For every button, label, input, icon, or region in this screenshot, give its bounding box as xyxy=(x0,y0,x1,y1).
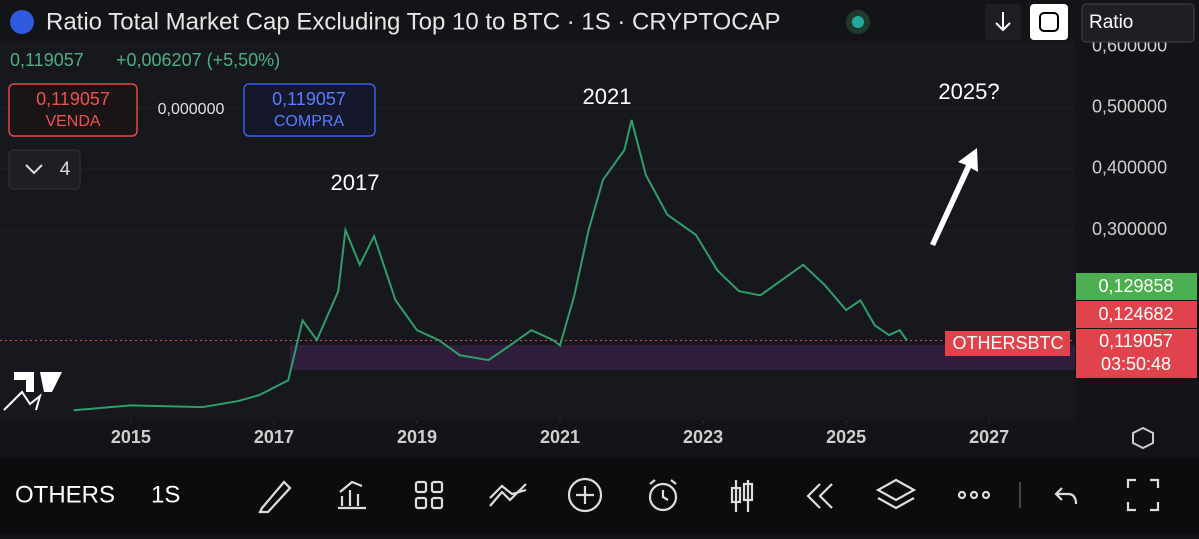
y-tick-label: 0,500000 xyxy=(1092,97,1167,117)
symbol-tag-label: OTHERSBTC xyxy=(952,333,1063,353)
alert-tool[interactable] xyxy=(648,482,678,512)
price-tag xyxy=(1076,273,1197,300)
logo xyxy=(10,10,34,34)
replay-candles[interactable] xyxy=(734,480,750,512)
y-tick-label: 0,300000 xyxy=(1092,219,1167,239)
buy-price: 0,119057 xyxy=(272,89,346,109)
undo-tool[interactable] xyxy=(1054,487,1078,505)
draw-tool[interactable] xyxy=(258,480,292,514)
more-dot xyxy=(981,490,991,500)
price-line xyxy=(73,119,908,412)
buy-label: COMPRA xyxy=(274,113,345,130)
indicators-tool[interactable] xyxy=(338,480,366,510)
price-tag-label: 0,129858 xyxy=(1098,276,1173,296)
price-tag-label: 0,124682 xyxy=(1098,304,1173,324)
interval[interactable]: 1S xyxy=(151,481,180,508)
fit-icon xyxy=(1039,12,1059,32)
x-tick-label: 2015 xyxy=(111,427,151,447)
add-tool[interactable] xyxy=(567,477,603,513)
arrow xyxy=(930,148,978,246)
title: Ratio Total Market Cap Excluding Top 10 … xyxy=(46,8,781,35)
compare-tool[interactable] xyxy=(489,483,527,507)
tv-logo-mark xyxy=(3,390,42,411)
tv-logo xyxy=(14,372,62,392)
x-tick-label: 2021 xyxy=(540,427,580,447)
x-tick-label: 2017 xyxy=(254,427,294,447)
toolbar-icons xyxy=(258,477,1160,514)
price: 0,119057 xyxy=(10,50,84,70)
more-tool[interactable] xyxy=(957,490,967,500)
layout-tool xyxy=(430,496,444,510)
chevron xyxy=(25,164,43,175)
price-tag-label: 0,119057 xyxy=(1099,331,1173,351)
annotation: 2017 xyxy=(331,170,380,195)
fullscreen-tool[interactable] xyxy=(1126,478,1160,512)
layout-tool xyxy=(430,480,444,494)
bottom-bar xyxy=(0,458,1199,534)
change: +0,006207 (+5,50%) xyxy=(116,50,280,70)
annotation: 2021 xyxy=(583,84,632,109)
layout-tool xyxy=(414,496,428,510)
countdown: 03:50:48 xyxy=(1101,354,1171,374)
add-icon xyxy=(576,486,594,504)
down-icon xyxy=(995,12,1011,32)
indicators-count: 4 xyxy=(60,159,71,180)
symbol-tag xyxy=(945,331,1070,356)
more-dot xyxy=(969,490,979,500)
scale-select[interactable] xyxy=(1081,3,1195,43)
layout-tool[interactable] xyxy=(414,480,428,494)
x-tick-label: 2023 xyxy=(683,427,723,447)
buy-button[interactable] xyxy=(243,83,376,137)
annotation: 2025? xyxy=(938,79,999,104)
price-tag xyxy=(1076,301,1197,328)
status-dot-inner xyxy=(852,16,864,28)
sell-button[interactable] xyxy=(8,83,138,137)
sell-price: 0,119057 xyxy=(36,89,110,109)
y-tick-label: 0,400000 xyxy=(1092,158,1167,178)
zone xyxy=(290,345,1075,370)
x-tick-label: 2027 xyxy=(969,427,1009,447)
fit-button[interactable] xyxy=(1030,4,1068,40)
sell-label: VENDA xyxy=(45,113,100,130)
scale-label: Ratio xyxy=(1089,12,1133,33)
x-tick-label: 2025 xyxy=(826,427,866,447)
rewind-tool[interactable] xyxy=(806,483,833,509)
candle-icon xyxy=(730,486,742,504)
alert-icon xyxy=(649,479,677,501)
candle-icon xyxy=(742,482,754,502)
layers-tool[interactable] xyxy=(875,478,917,510)
x-tick-label: 2019 xyxy=(397,427,437,447)
spread: 0,000000 xyxy=(158,101,225,118)
symbol[interactable]: OTHERS xyxy=(15,481,115,508)
price-tag xyxy=(1076,329,1197,378)
settings-icon[interactable] xyxy=(1132,426,1154,450)
indicators-toggle[interactable] xyxy=(8,149,81,190)
